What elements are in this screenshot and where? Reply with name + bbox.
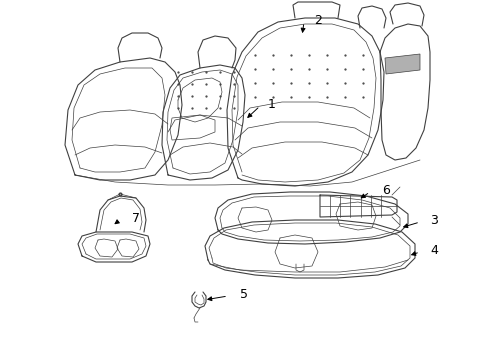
Text: 2: 2 [313,14,321,27]
Text: 1: 1 [267,98,275,111]
Text: 6: 6 [381,184,389,197]
Text: 7: 7 [132,212,140,225]
Polygon shape [384,54,419,74]
Text: 5: 5 [240,288,247,301]
Text: 3: 3 [429,213,437,226]
Text: 4: 4 [429,243,437,257]
